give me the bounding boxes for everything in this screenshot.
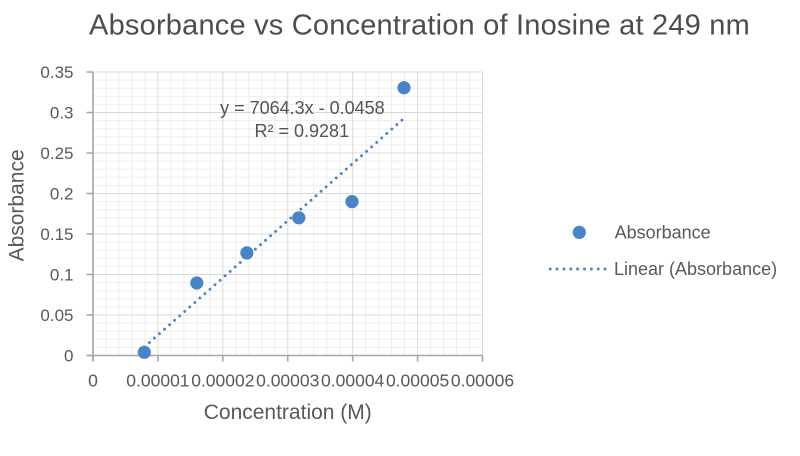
svg-text:0.00004: 0.00004: [321, 371, 385, 391]
svg-text:0.15: 0.15: [40, 225, 73, 244]
svg-text:0.00002: 0.00002: [191, 371, 254, 391]
svg-text:0.25: 0.25: [40, 144, 73, 163]
svg-text:R² = 0.9281: R² = 0.9281: [255, 121, 350, 141]
svg-text:Absorbance vs Concentration of: Absorbance vs Concentration of Inosine a…: [89, 10, 750, 42]
svg-text:Concentration (M): Concentration (M): [204, 401, 372, 424]
svg-text:Absorbance: Absorbance: [6, 149, 29, 261]
svg-text:0.3: 0.3: [50, 103, 74, 122]
svg-text:0.00003: 0.00003: [256, 371, 319, 391]
svg-text:0.1: 0.1: [50, 265, 74, 284]
svg-text:Absorbance: Absorbance: [615, 223, 711, 243]
svg-text:0.35: 0.35: [40, 63, 73, 82]
svg-text:y = 7064.3x - 0.0458: y = 7064.3x - 0.0458: [220, 98, 385, 118]
svg-text:0: 0: [64, 346, 73, 365]
svg-text:0.00006: 0.00006: [451, 371, 514, 391]
svg-text:0: 0: [88, 371, 98, 391]
svg-text:0.2: 0.2: [50, 184, 74, 203]
svg-text:0.00005: 0.00005: [386, 371, 449, 391]
svg-text:0.05: 0.05: [40, 306, 73, 325]
svg-text:Linear (Absorbance): Linear (Absorbance): [614, 259, 777, 279]
svg-text:0.00001: 0.00001: [126, 371, 189, 391]
